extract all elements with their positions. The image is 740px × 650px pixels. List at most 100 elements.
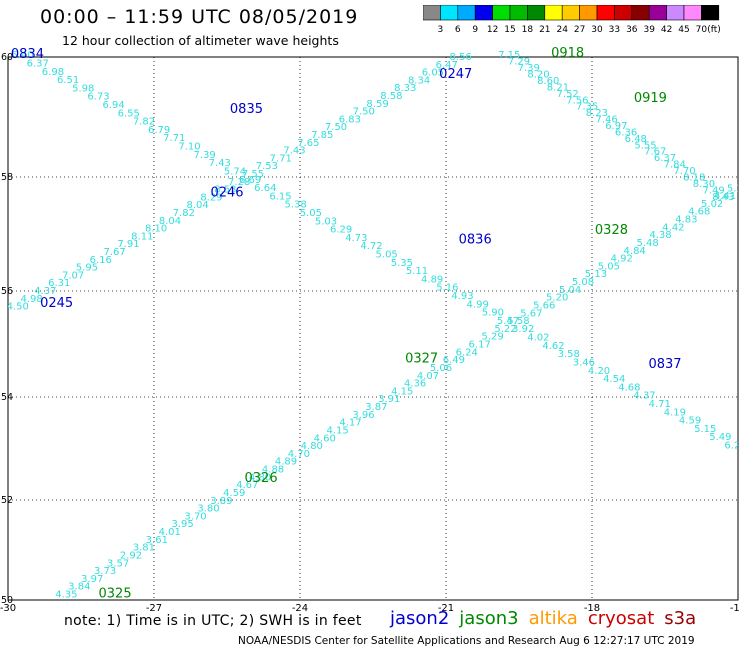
swh-value-label: 8.34	[408, 75, 430, 86]
swh-value-label: 7.67	[103, 247, 125, 258]
pass-time-label: 0918	[551, 46, 584, 61]
swh-value-label: 4.83	[675, 215, 697, 226]
colorbar-tick-label: 45	[678, 25, 689, 35]
swh-value-label: 4.68	[688, 207, 710, 218]
swh-value-label: 7.43	[283, 146, 305, 157]
x-tick-label: -24	[292, 603, 308, 614]
swh-value-label: 5.03	[315, 216, 337, 227]
swh-value-label: 7.46	[595, 115, 617, 126]
x-tick-label: -21	[438, 603, 454, 614]
swh-value-label: 7.39	[194, 150, 216, 161]
swh-value-label: 6.51	[57, 75, 79, 86]
swh-value-label: 7.82	[133, 117, 155, 128]
swh-value-label: 6.16	[90, 255, 112, 266]
swh-value-label: 7.50	[353, 107, 375, 118]
swh-value-label: 7.52	[557, 89, 579, 100]
swh-value-label: 8.21	[547, 82, 569, 93]
wave-height-map: -30-27-24-21-18-156058565452505.406.376.…	[0, 46, 740, 614]
swh-value-label: 6.64	[254, 183, 276, 194]
swh-tracks: 5.406.376.986.515.986.736.946.557.826.79…	[7, 50, 740, 601]
swh-value-label: 4.15	[391, 386, 413, 397]
swh-value-label: 5.13	[585, 269, 607, 280]
legend-item-jason3: jason3	[459, 608, 519, 629]
x-tick-label: -18	[584, 603, 600, 614]
colorbar-tick-label: 30	[591, 25, 603, 35]
satellite-legend: jason2 jason3 altika cryosat s3a	[390, 608, 706, 629]
swh-value-label: 4.80	[301, 441, 323, 452]
swh-value-label: 4.35	[55, 590, 77, 601]
swh-value-label: 6.15	[269, 191, 291, 202]
x-tick-label: -27	[146, 603, 162, 614]
colorbar-tick-label: 6	[455, 25, 461, 35]
swh-value-label: 4.84	[624, 246, 646, 257]
y-tick-label: 54	[1, 392, 13, 403]
swh-value-label: 8.20	[527, 70, 549, 81]
swh-value-label: 8.04	[159, 216, 181, 227]
swh-value-label: 3.97	[81, 574, 103, 585]
colorbar-tick-label: 33	[609, 25, 620, 35]
pass-time-label: 0836	[459, 233, 492, 248]
swh-value-label: 4.01	[159, 527, 181, 538]
swh-value-label: 5.66	[533, 300, 555, 311]
swh-value-label: 8.10	[145, 224, 167, 235]
pass-time-label: 0247	[439, 67, 472, 82]
swh-value-label: 4.88	[262, 465, 284, 476]
swh-value-label: 8.56	[449, 52, 471, 63]
wave-height-colorbar: 3 6 9 12 15 18 21 24 27 30 33 36 39 42 45 70 (ft)	[423, 5, 721, 35]
swh-value-label: 8.58	[380, 91, 402, 102]
legend-item-jason2: jason2	[390, 608, 450, 629]
swh-value-label: 8.53	[214, 185, 236, 196]
map-frame	[7, 56, 739, 601]
swh-value-label: 7.10	[178, 142, 200, 153]
swh-value-label: 6.29	[330, 225, 352, 236]
swh-value-label: 5.55	[634, 140, 656, 151]
swh-value-label: 2.92	[120, 550, 142, 561]
pass-time-label: 0328	[595, 223, 628, 238]
swh-value-label: 8.04	[187, 200, 209, 211]
swh-value-label: 4.70	[288, 449, 310, 460]
swh-value-label: 4.67	[236, 480, 258, 491]
swh-value-label: 6.37	[654, 153, 676, 164]
swh-value-label: 7.55	[242, 169, 264, 180]
swh-value-label: 4.15	[326, 425, 348, 436]
swh-value-label: 4.59	[679, 416, 701, 427]
pass-time-label: 0325	[99, 587, 132, 602]
swh-value-label: 4.68	[618, 382, 640, 393]
units-note: note: 1) Time is in UTC; 2) SWH is in fe…	[64, 613, 362, 629]
swh-value-label: 3.46	[573, 357, 595, 368]
swh-value-label: 5.49	[709, 432, 731, 443]
swh-value-label: 4.59	[223, 488, 245, 499]
swh-value-label: 6.47	[436, 60, 458, 71]
pass-time-label: 0919	[634, 91, 667, 106]
swh-value-label: 4.71	[649, 399, 671, 410]
swh-value-label: 5.04	[559, 285, 581, 296]
swh-value-label: 4.50	[7, 302, 29, 313]
swh-value-label: 5.22	[494, 324, 516, 335]
swh-value-label: 6.26	[724, 441, 740, 452]
swh-value-label: 7.43	[209, 158, 231, 169]
swh-value-label: 6.05	[422, 68, 444, 79]
swh-value-label: 8.60	[537, 76, 559, 87]
swh-value-label: 5.16	[436, 283, 458, 294]
swh-value-label: 3.70	[184, 511, 206, 522]
swh-value-label: 4.93	[451, 291, 473, 302]
swh-value-label: 6.98	[42, 67, 64, 78]
swh-value-label: 4.37	[34, 286, 56, 297]
swh-value-label: 5.48	[636, 238, 658, 249]
swh-value-label: 7.67	[644, 147, 666, 158]
y-tick-label: 60	[1, 52, 13, 63]
y-tick-label: 56	[1, 286, 13, 297]
pass-time-label: 0246	[210, 185, 243, 200]
swh-value-label: 7.71	[163, 133, 185, 144]
swh-value-label: 5.20	[546, 293, 568, 304]
swh-value-label: 8.11	[131, 231, 153, 242]
swh-value-label: 3.91	[378, 394, 400, 405]
pass-time-label: 0245	[40, 296, 73, 311]
swh-value-label: 6.73	[87, 92, 109, 103]
swh-value-label: 7.65	[297, 138, 319, 149]
colorbar-unit-label: (ft)	[707, 25, 721, 35]
swh-value-label: 6.48	[625, 134, 647, 145]
swh-value-label: 6.79	[148, 125, 170, 136]
swh-value-label: 3.73	[94, 566, 116, 577]
swh-value-label: 8.18	[683, 172, 705, 183]
